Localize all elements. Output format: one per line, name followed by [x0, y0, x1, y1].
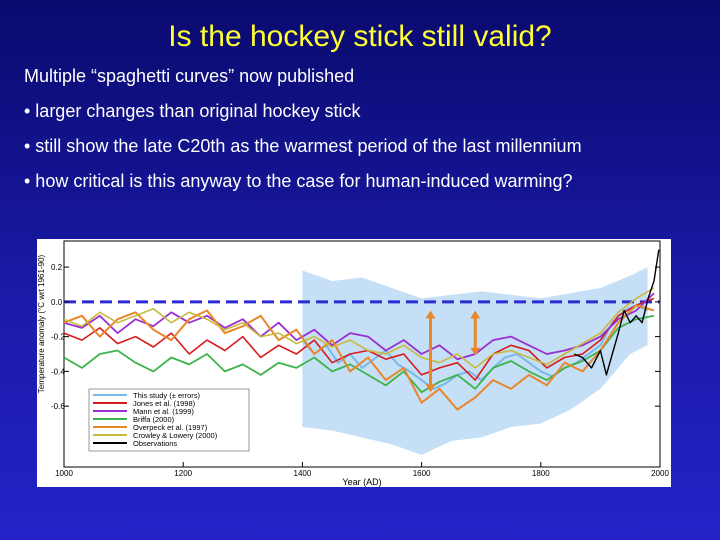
- chart-svg: 0.2 0.0 -0.2 -0.4 -0.6 1000 1200 1400 1600 1800 20…: [37, 240, 669, 487]
- x-tick-label: 1000: [55, 469, 73, 478]
- series-line-1: [63, 297, 655, 381]
- legend-label-3: Briffa (2000): [133, 415, 175, 424]
- slide-title: Is the hockey stick still valid?: [168, 20, 552, 53]
- x-tick-label: 1800: [532, 469, 550, 478]
- arrow-head-bottom-1: [470, 347, 481, 356]
- bullet-2: • still show the late C20th as the warme…: [24, 136, 582, 156]
- x-tick-label: 2000: [651, 469, 669, 478]
- x-axis-label: Year (AD): [342, 477, 381, 487]
- temperature-chart: 0.2 0.0 -0.2 -0.4 -0.6 1000 1200 1400 1600 1800 20…: [37, 239, 671, 487]
- y-tick-label: -0.2: [51, 333, 65, 342]
- legend-label-5: Crowley & Lowery (2000): [133, 431, 218, 440]
- plot-frame: [63, 240, 661, 468]
- bullet-list: Multiple “spaghetti curves” now publishe…: [24, 66, 704, 206]
- legend-label-4: Overpeck et al. (1997): [133, 423, 208, 432]
- legend-label-2: Mann et al. (1999): [133, 407, 194, 416]
- series-line-6: [573, 249, 660, 376]
- arrow-head-top-1: [470, 310, 481, 319]
- y-tick-label: 0.0: [51, 298, 63, 307]
- arrow-head-top-0: [425, 310, 436, 319]
- y-tick-label: 0.2: [51, 263, 63, 272]
- x-tick-label: 1200: [174, 469, 192, 478]
- series-line-5: [63, 287, 655, 369]
- legend-label-6: Observations: [133, 439, 177, 448]
- arrow-head-bottom-0: [425, 384, 436, 393]
- uncertainty-band: [302, 267, 648, 455]
- x-tick-label: 1600: [413, 469, 431, 478]
- y-tick-label: -0.6: [51, 402, 65, 411]
- bullet-3: • how critical is this anyway to the cas…: [24, 171, 573, 191]
- legend-label-0: This study (± errors): [133, 391, 201, 400]
- y-tick-label: -0.4: [51, 367, 65, 376]
- bullet-intro: Multiple “spaghetti curves” now publishe…: [24, 66, 355, 86]
- x-tick-label: 1400: [294, 469, 312, 478]
- series-line-0: [301, 304, 648, 390]
- y-axis-label: Temperature anomaly (°C wrt 1961-90): [37, 254, 46, 393]
- bullet-1: • larger changes than original hockey st…: [24, 101, 361, 121]
- legend-label-1: Jones et al. (1998): [133, 399, 196, 408]
- series-line-2: [63, 292, 655, 361]
- series-line-4: [63, 304, 655, 411]
